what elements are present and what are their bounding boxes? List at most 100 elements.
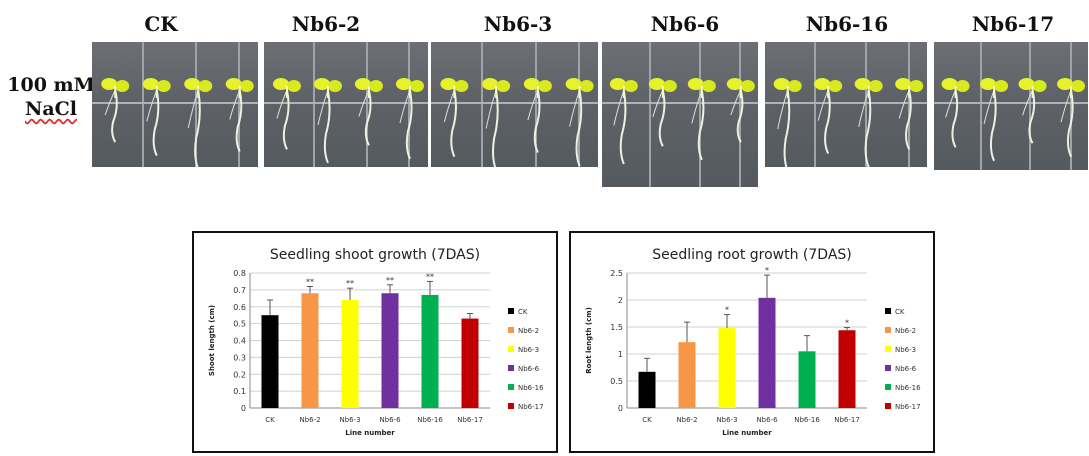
- label-nb6-17: Nb6-17: [971, 12, 1055, 36]
- legend-label: Nb6-2: [518, 327, 539, 335]
- seedling: [726, 78, 755, 143]
- bar-nb6-3: [718, 328, 736, 408]
- significance-label: *: [765, 266, 769, 275]
- grid-line: [814, 42, 816, 167]
- legend-swatch: [508, 308, 514, 314]
- grid-line: [765, 102, 927, 104]
- condition-salt: NaCl: [24, 98, 78, 120]
- seedling: [313, 78, 342, 164]
- seedling-photo-ck: [92, 42, 258, 167]
- y-tick-label: 0.5: [233, 320, 246, 329]
- y-axis-label: Shoot length (cm): [208, 305, 216, 376]
- seedling: [142, 78, 171, 157]
- significance-label: **: [386, 276, 394, 285]
- x-axis-label: Line number: [722, 429, 772, 437]
- grid-line: [578, 42, 580, 167]
- seedling: [854, 78, 883, 167]
- legend-swatch: [508, 365, 514, 371]
- seedlings: [941, 78, 1086, 162]
- y-tick-label: 0.1: [233, 387, 246, 396]
- bar-nb6-3: [341, 300, 359, 408]
- grid-line: [264, 102, 428, 104]
- root-growth-chart: Seedling root growth (7DAS) 0 0.5 1 1.5 2 2.5 R…: [585, 247, 921, 437]
- legend-swatch: [885, 308, 891, 314]
- x-tick-label: Nb6-6: [379, 416, 401, 424]
- bar-nb6-6: [381, 293, 399, 408]
- x-tick-label: CK: [265, 416, 275, 424]
- seedling: [814, 78, 843, 154]
- label-nb6-6: Nb6-6: [650, 12, 720, 36]
- significance-label: *: [845, 319, 849, 328]
- seedling: [609, 78, 638, 165]
- grid-line: [238, 42, 240, 167]
- legend-label: Nb6-17: [518, 403, 544, 411]
- grid-line: [431, 102, 598, 104]
- chart-title: Seedling root growth (7DAS): [652, 247, 852, 263]
- grid-line: [481, 42, 483, 167]
- x-tick-label: CK: [642, 416, 652, 424]
- legend-label: Nb6-3: [895, 346, 916, 354]
- bar-nb6-2: [678, 342, 696, 408]
- root-chart-panel: Seedling root growth (7DAS) 0 0.5 1 1.5 2 2.5 R…: [569, 231, 935, 453]
- seedling: [482, 78, 511, 167]
- seedling-photo-nb6-3: [431, 42, 598, 167]
- significance-label: **: [426, 272, 434, 281]
- seedling: [941, 78, 970, 148]
- significance-label: **: [346, 279, 354, 288]
- y-tick-label: 1.5: [610, 323, 623, 332]
- seedling: [225, 78, 254, 152]
- seedling: [565, 78, 594, 167]
- x-tick-label: Nb6-17: [834, 416, 860, 424]
- seedlings: [773, 78, 924, 167]
- label-nb6-2: Nb6-2: [291, 12, 361, 36]
- y-tick-label: 2.5: [610, 269, 623, 278]
- grid-line: [408, 42, 410, 167]
- bar-ck: [638, 371, 656, 408]
- bar-nb6-2: [301, 293, 319, 408]
- bar-nb6-16: [798, 351, 816, 408]
- shoot-chart-panel: Seedling shoot growth (7DAS) 0 0.1 0.2 0.3 0.…: [192, 231, 558, 453]
- grid-line: [366, 42, 368, 167]
- seedling: [1018, 78, 1047, 144]
- x-tick-label: Nb6-2: [299, 416, 320, 424]
- label-ck: CK: [144, 12, 178, 36]
- seedlings: [101, 78, 254, 167]
- grid-line: [908, 42, 910, 167]
- x-tick-label: Nb6-3: [716, 416, 737, 424]
- grid-line: [602, 102, 758, 104]
- grid-line: [739, 42, 741, 187]
- legend-swatch: [508, 346, 514, 352]
- grid-line: [699, 42, 701, 187]
- seedlings: [272, 78, 424, 164]
- significance-label: *: [725, 306, 729, 315]
- legend-label: CK: [895, 308, 905, 316]
- grid-line: [649, 42, 651, 187]
- y-tick-label: 2: [618, 296, 623, 305]
- grid-line: [92, 102, 258, 104]
- chart-title: Seedling shoot growth (7DAS): [270, 247, 480, 263]
- seedling: [395, 78, 424, 160]
- bar-nb6-6: [758, 297, 776, 408]
- seedling: [773, 78, 802, 167]
- legend-swatch: [508, 403, 514, 409]
- legend-label: Nb6-6: [895, 365, 917, 373]
- y-tick-label: 0.6: [233, 303, 246, 312]
- x-tick-label: Nb6-6: [756, 416, 778, 424]
- label-nb6-3: Nb6-3: [483, 12, 553, 36]
- y-tick-label: 0.2: [233, 370, 246, 379]
- seedling: [1057, 78, 1086, 158]
- legend-label: Nb6-16: [518, 384, 544, 392]
- seedling: [980, 78, 1009, 162]
- seedling: [523, 78, 552, 153]
- grid-line: [142, 42, 144, 167]
- legend-swatch: [885, 384, 891, 390]
- grid-line: [980, 42, 982, 170]
- bar-ck: [261, 315, 279, 408]
- significance-label: **: [306, 278, 314, 287]
- seedlings: [440, 78, 594, 167]
- seedling-photo-nb6-6: [602, 42, 758, 187]
- seedling: [272, 78, 301, 150]
- legend-swatch: [885, 403, 891, 409]
- seedling: [354, 78, 383, 146]
- y-tick-label: 0: [618, 404, 623, 413]
